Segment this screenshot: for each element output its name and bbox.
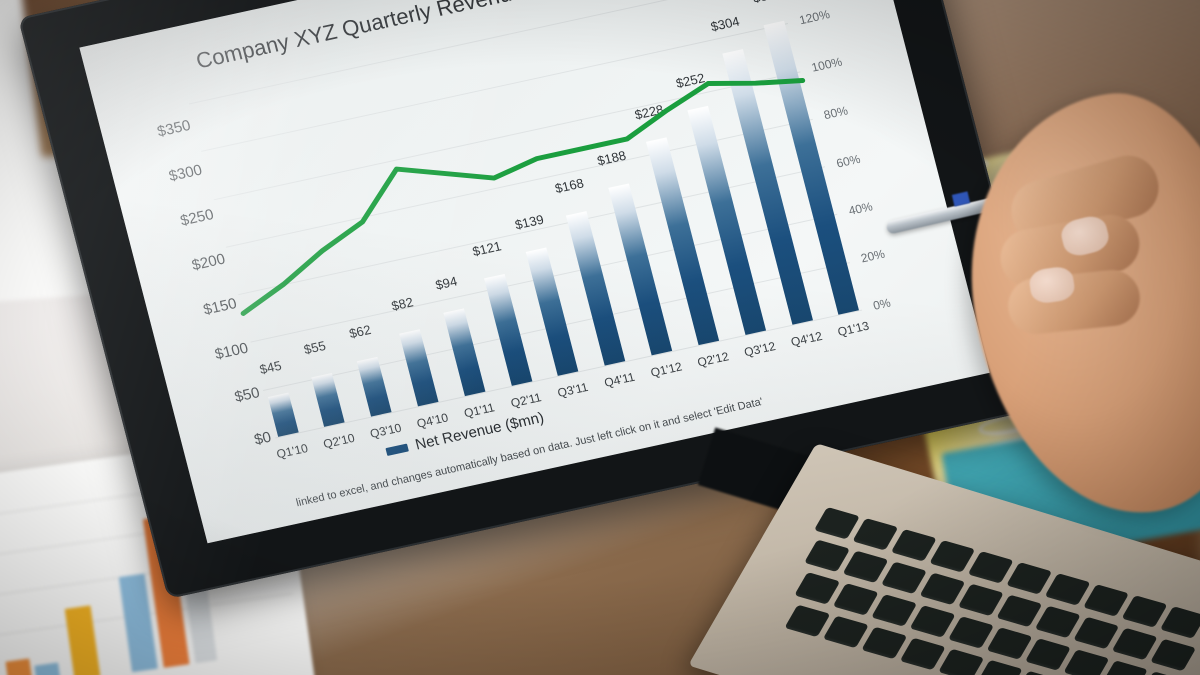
- keyboard-key[interactable]: [861, 626, 908, 660]
- keyboard-key[interactable]: [1063, 649, 1110, 675]
- keyboard-key[interactable]: [938, 648, 985, 675]
- keyboard-key[interactable]: [804, 539, 851, 573]
- keyboard-key[interactable]: [986, 627, 1033, 660]
- keyboard-key[interactable]: [784, 604, 831, 638]
- display-area[interactable]: Company XYZ Quarterly Revenue $0 $50 $10…: [79, 0, 990, 544]
- keyboard-key[interactable]: [822, 615, 869, 649]
- keyboard-key[interactable]: [794, 572, 841, 605]
- keyboard-key[interactable]: [948, 616, 995, 649]
- keyboard-key[interactable]: [880, 561, 928, 595]
- keyboard-key[interactable]: [832, 583, 879, 616]
- keyboard-key[interactable]: [919, 572, 966, 606]
- keyboard-key[interactable]: [1015, 670, 1062, 675]
- keyboard-key[interactable]: [976, 659, 1023, 675]
- keyboard-key[interactable]: [996, 594, 1043, 628]
- laptop-screen[interactable]: Company XYZ Quarterly Revenue $0 $50 $10…: [18, 0, 1122, 657]
- keyboard-key[interactable]: [1034, 605, 1081, 639]
- keyboard-key[interactable]: [1024, 638, 1072, 671]
- keyboard-key[interactable]: [909, 605, 956, 638]
- keyboard-key[interactable]: [957, 583, 1004, 617]
- keyboard-key[interactable]: [899, 637, 946, 671]
- keyboard-key[interactable]: [1073, 616, 1120, 650]
- keyboard-key[interactable]: [1111, 627, 1158, 661]
- keyboard-key[interactable]: [1150, 638, 1197, 672]
- keyboard-key[interactable]: [871, 594, 918, 627]
- keyboard-key[interactable]: [1140, 671, 1187, 675]
- keyboard-key[interactable]: [842, 550, 889, 584]
- keyboard-key[interactable]: [1101, 660, 1148, 675]
